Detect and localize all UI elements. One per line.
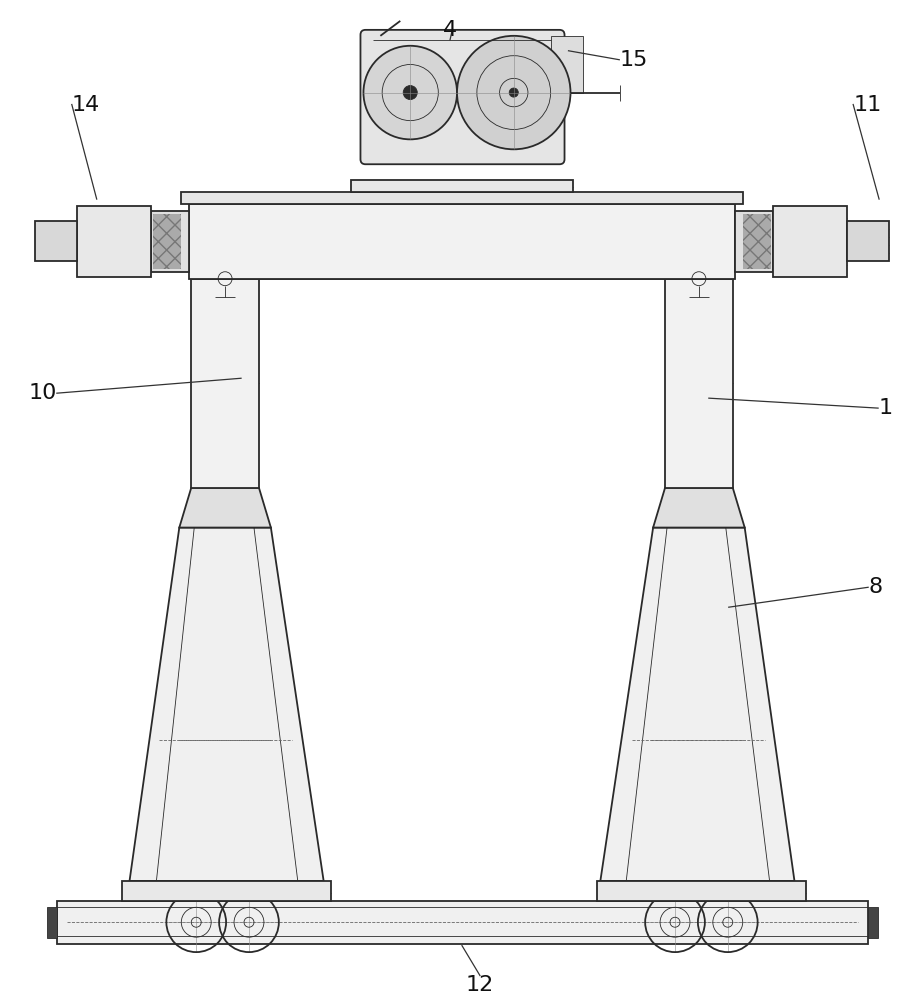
Text: 4: 4	[443, 20, 457, 40]
Bar	[122, 881, 331, 901]
Circle shape	[363, 46, 457, 139]
FancyBboxPatch shape	[360, 30, 565, 164]
Bar	[735, 211, 772, 272]
Circle shape	[509, 88, 518, 97]
Bar	[189, 204, 735, 279]
Polygon shape	[653, 488, 745, 528]
Bar	[191, 279, 259, 488]
Text: 1: 1	[878, 398, 893, 418]
Polygon shape	[601, 528, 795, 881]
Bar	[35, 221, 77, 261]
Bar	[743, 214, 771, 269]
Text: 8: 8	[869, 577, 882, 597]
Text: 10: 10	[29, 383, 57, 403]
Bar	[152, 211, 189, 272]
Polygon shape	[179, 488, 271, 528]
Circle shape	[457, 36, 570, 149]
Bar	[350, 180, 574, 192]
Bar	[57, 901, 869, 944]
Bar	[847, 221, 889, 261]
Bar	[181, 192, 743, 204]
Text: 14: 14	[72, 95, 100, 115]
Bar	[551, 36, 583, 93]
Bar	[47, 907, 57, 938]
Polygon shape	[129, 528, 323, 881]
Bar	[869, 907, 878, 938]
Text: 12: 12	[466, 975, 494, 995]
Text: 15: 15	[619, 50, 648, 70]
Bar	[598, 881, 807, 901]
Bar	[77, 206, 152, 277]
Bar	[153, 214, 181, 269]
Circle shape	[403, 86, 418, 100]
Text: 11: 11	[853, 95, 881, 115]
Bar	[772, 206, 847, 277]
Bar	[665, 279, 733, 488]
